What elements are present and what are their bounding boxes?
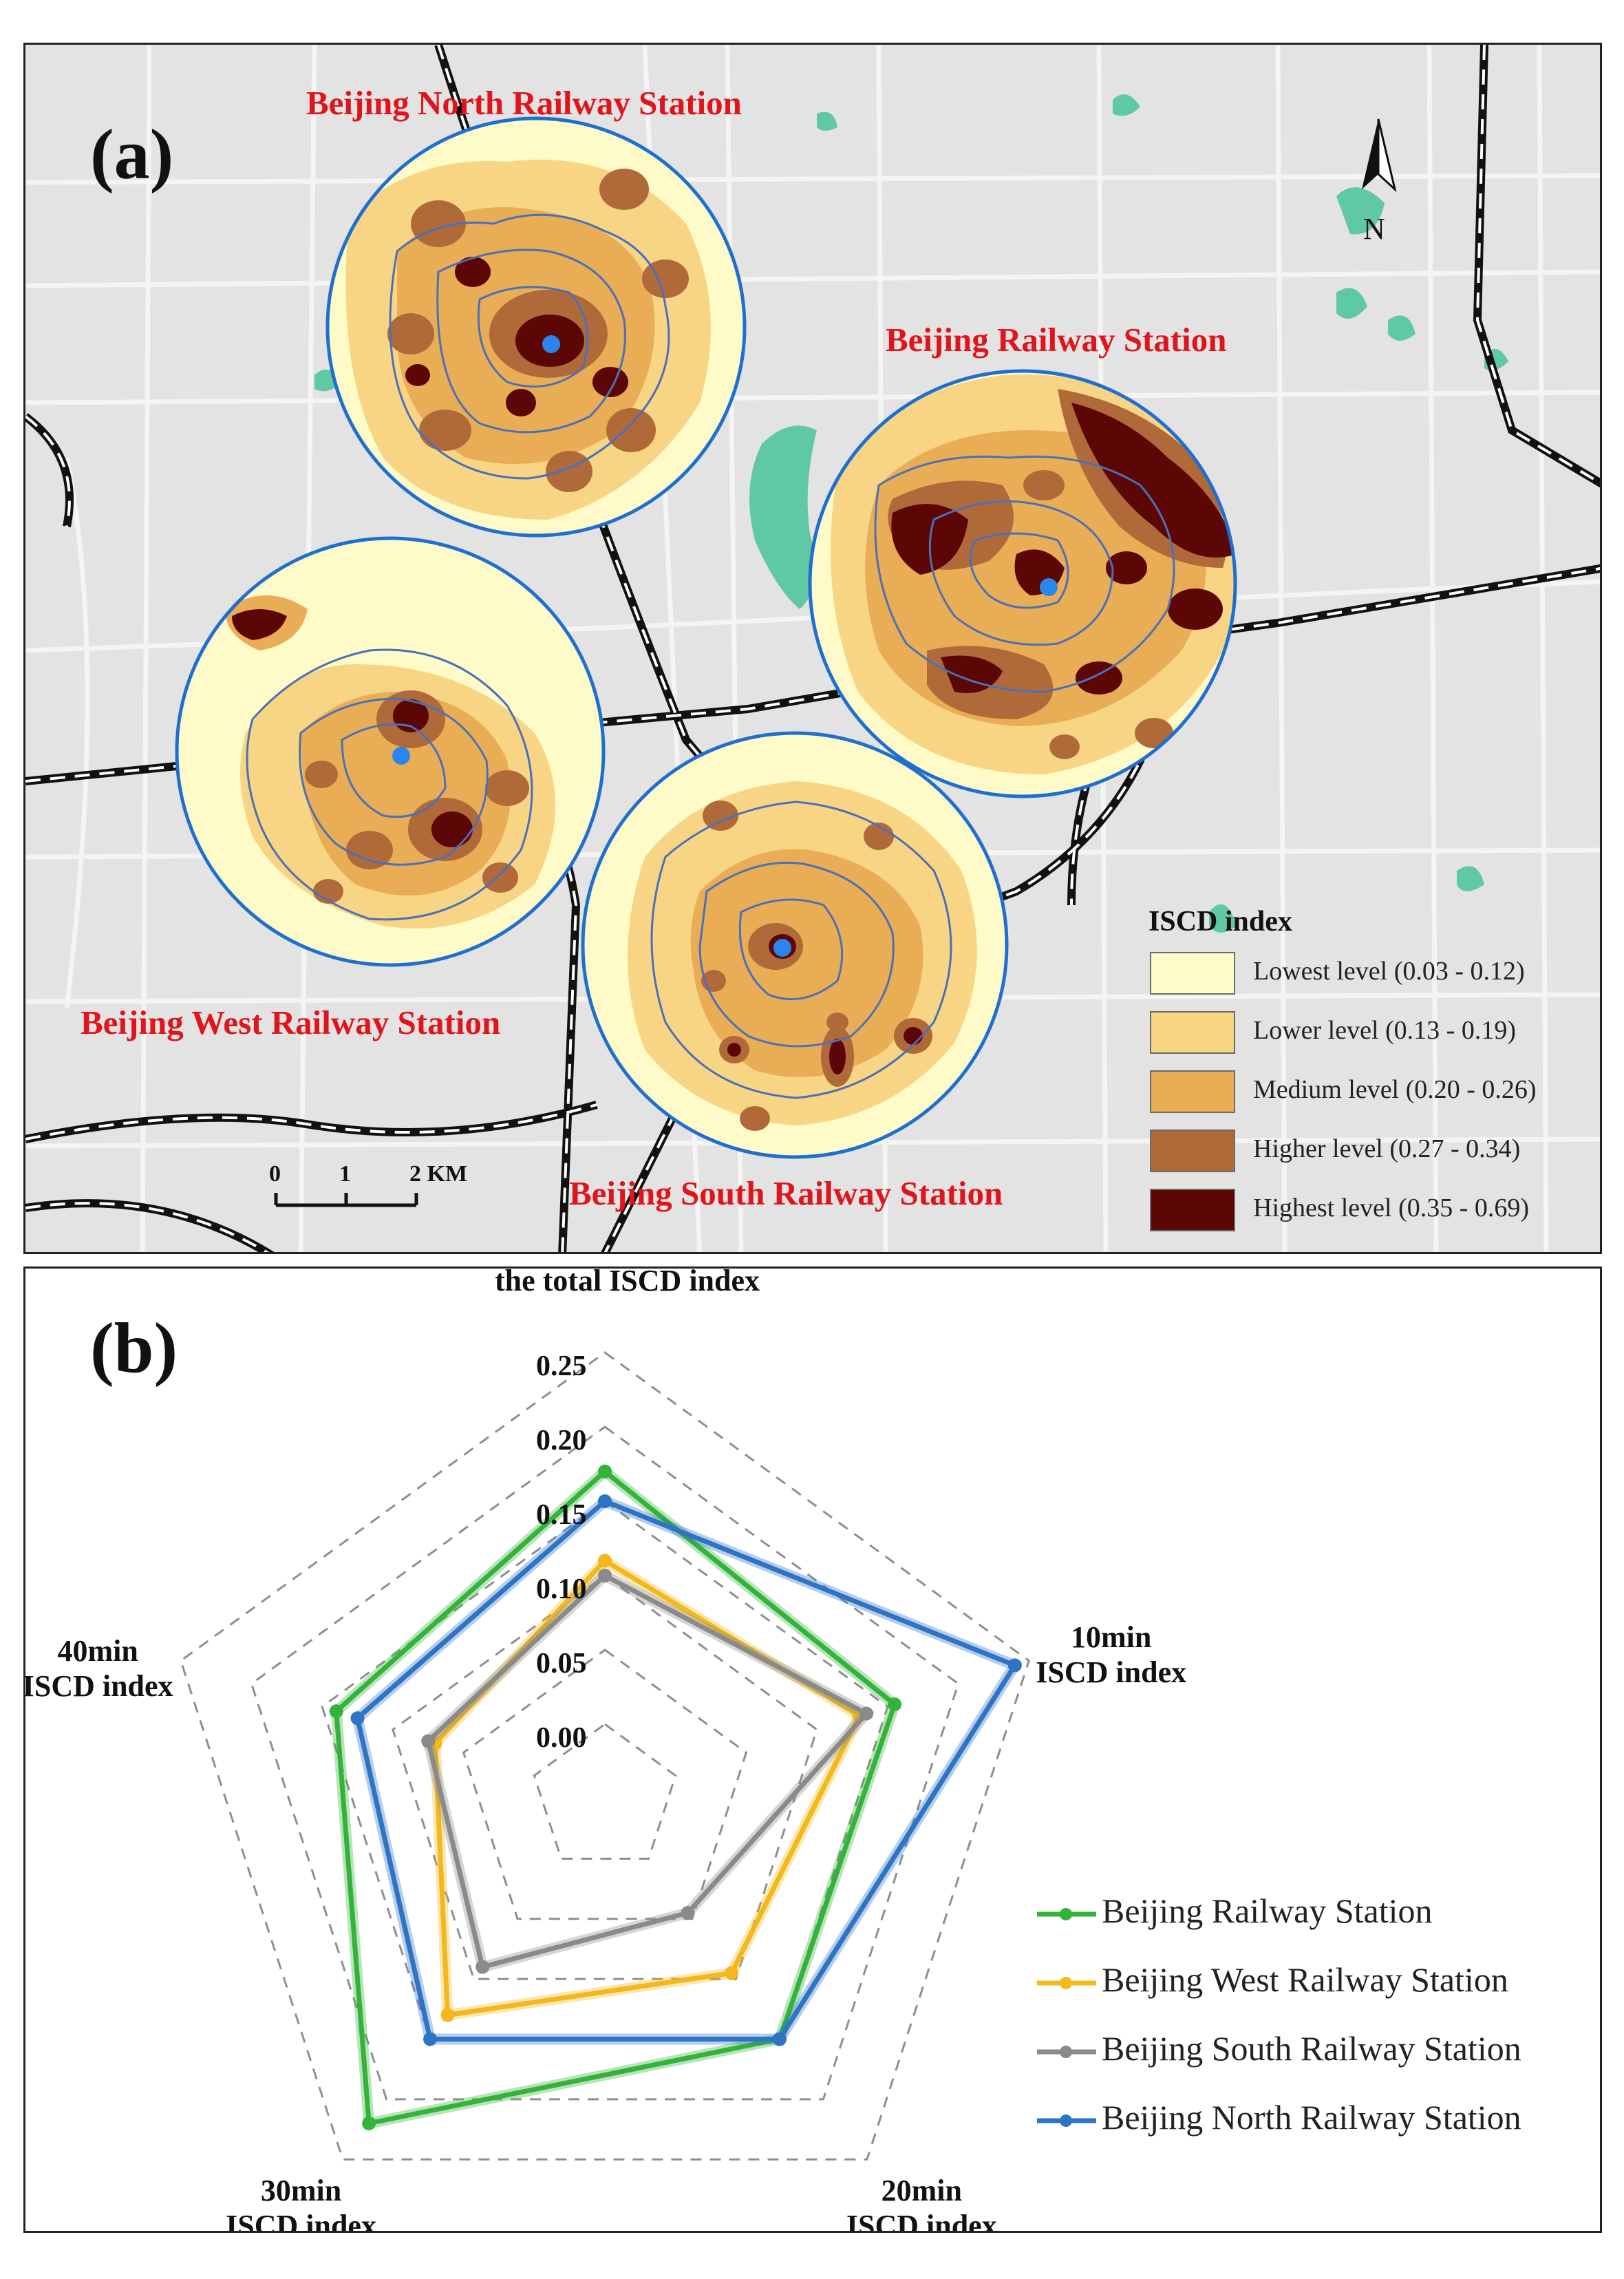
grid-ring — [392, 1574, 818, 1980]
axis-label: 20min ISCD index — [846, 2174, 997, 2233]
legend-item: Highest level (0.35 - 0.69) — [1150, 1189, 1590, 1234]
legend-label: Lower level (0.13 - 0.19) — [1253, 1016, 1516, 1045]
station-label-south: Beijing South Railway Station — [569, 1174, 1003, 1212]
legend-line-icon — [1037, 2046, 1096, 2058]
legend-swatch — [1150, 1130, 1235, 1172]
legend-title: ISCD index — [1148, 906, 1292, 937]
station-marker-west — [392, 747, 410, 765]
series-point — [440, 2008, 455, 2022]
legend-swatch — [1150, 1189, 1235, 1231]
series-point — [423, 2032, 438, 2046]
green-spaces — [314, 94, 1508, 933]
scale-tick-0: 0 — [269, 1161, 281, 1187]
series-line — [425, 1572, 870, 1970]
radar-tick-label: 0.05 — [536, 1648, 587, 1679]
catchment-north — [325, 116, 747, 538]
legend-label: Beijing Railway Station — [1102, 1891, 1433, 1930]
series-line — [334, 1468, 898, 2127]
grid-ring — [250, 1425, 960, 2101]
radar-tick-label: 0.25 — [536, 1350, 587, 1382]
series-halo — [351, 1494, 1023, 2045]
series-line — [354, 1498, 1018, 2042]
axis-label: 40min ISCD index — [23, 1633, 173, 1703]
grid-ring — [179, 1351, 1031, 2161]
station-marker-beijing — [1040, 578, 1058, 596]
legend-item: Beijing South Railway Station — [1034, 2028, 1585, 2070]
panel-letter-b: (b) — [90, 1308, 178, 1388]
station-label-west: Beijing West Railway Station — [81, 1004, 501, 1041]
axis-label: the total ISCD index — [495, 1266, 760, 1297]
station-label-beijing: Beijing Railway Station — [886, 321, 1227, 359]
series-point — [681, 1906, 695, 1920]
radar-tick-label: 0.00 — [536, 1722, 587, 1754]
legend-item: Higher level (0.27 - 0.34) — [1150, 1130, 1590, 1175]
panel-letter-a: (a) — [90, 115, 174, 194]
radar-chart — [179, 1351, 1031, 2161]
legend-line-icon — [1037, 1977, 1096, 1989]
station-marker-south — [773, 939, 791, 957]
legend-label: Beijing West Railway Station — [1102, 1960, 1508, 1999]
legend-item: Medium level (0.20 - 0.26) — [1150, 1070, 1590, 1116]
legend-line-icon — [1037, 1908, 1096, 1920]
legend-label: Beijing South Railway Station — [1102, 2029, 1521, 2068]
legend-item: Beijing Railway Station — [1034, 1891, 1585, 1932]
north-arrow-icon — [1362, 118, 1397, 193]
series-point — [725, 1966, 739, 1980]
station-label-north: Beijing North Railway Station — [306, 84, 742, 122]
grid-ring — [462, 1649, 748, 1920]
axis-label: 10min ISCD index — [1036, 1620, 1187, 1689]
legend-label: Medium level (0.20 - 0.26) — [1253, 1075, 1537, 1104]
series-point — [598, 1554, 612, 1568]
series-point — [421, 1734, 436, 1748]
scale-tick-1: 1 — [339, 1161, 351, 1187]
legend-label: Beijing North Railway Station — [1102, 2098, 1521, 2137]
legend-item: Lowest level (0.03 - 0.12) — [1150, 952, 1590, 997]
legend-line-icon — [1037, 2114, 1096, 2127]
catchment-west — [175, 536, 606, 967]
series-point — [329, 1704, 343, 1719]
series-point — [598, 1464, 612, 1478]
grid-ring — [533, 1723, 677, 1860]
legend-swatch — [1150, 1011, 1235, 1054]
radar-tick-label: 0.15 — [536, 1499, 587, 1531]
legend-swatch — [1150, 952, 1235, 995]
series-point — [350, 1711, 365, 1726]
axis-label: 30min ISCD index — [226, 2174, 376, 2233]
series-point — [772, 2032, 787, 2046]
legend-swatch — [1150, 1070, 1235, 1113]
map-canvas — [25, 45, 1600, 1252]
station-marker-north — [542, 335, 560, 353]
series-point — [598, 1494, 612, 1508]
radar-tick-label: 0.10 — [536, 1573, 587, 1605]
series-point — [1007, 1658, 1022, 1673]
legend-item: Beijing North Railway Station — [1034, 2097, 1585, 2139]
catchment-beijing — [808, 369, 1237, 798]
series-point — [598, 1569, 612, 1582]
legend-label: Higher level (0.27 - 0.34) — [1253, 1134, 1521, 1163]
legend-item: Beijing West Railway Station — [1034, 1960, 1585, 2001]
north-label: N — [1363, 212, 1385, 246]
scale-tick-2: 2 KM — [409, 1161, 468, 1187]
legend-label: Lowest level (0.03 - 0.12) — [1253, 957, 1525, 986]
series-point — [888, 1697, 902, 1712]
series-point — [362, 2116, 376, 2130]
series-point — [859, 1706, 874, 1721]
map-panel: (a) N Beijing North Railway Station Beij… — [23, 43, 1602, 1254]
legend-item: Lower level (0.13 - 0.19) — [1150, 1011, 1590, 1057]
catchment-south — [581, 731, 1009, 1159]
series-point — [476, 1960, 490, 1974]
radar-tick-label: 0.20 — [536, 1425, 587, 1456]
scale-bar — [274, 1193, 418, 1207]
legend-label: Highest level (0.35 - 0.69) — [1253, 1194, 1530, 1222]
radar-panel: (b) 0.00 0.05 0.10 0.15 0.20 0.25 the total IS… — [23, 1266, 1602, 2233]
